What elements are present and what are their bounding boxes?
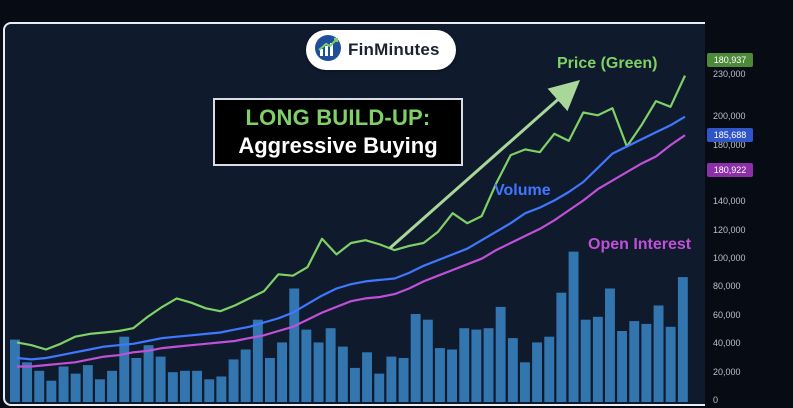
volume-bar [95,379,105,402]
callout-heading: LONG BUILD-UP: [245,105,431,130]
volume-bar [605,288,615,402]
price-badge: 180,937 [707,53,753,67]
volume-bar [568,251,579,402]
volume-bar [204,379,215,402]
volume-bar [325,328,336,402]
volume-bar [22,362,32,402]
volume-bar [155,356,166,402]
y-tick-label: 120,000 [713,225,746,235]
volume-bar [228,359,239,402]
volume-bar [447,349,457,402]
chart-svg: Price (Green) Volume Open Interest [10,55,692,402]
callout-subheading: Aggressive Buying [238,133,438,158]
volume-bar [131,358,142,402]
volume-bar [58,366,69,402]
volume-bar [556,292,567,402]
bars-layer [10,251,688,402]
y-tick-label: 60,000 [713,310,741,320]
y-tick-label: 20,000 [713,367,741,377]
y-tick-label: 200,000 [713,111,746,121]
y-tick-label: 100,000 [713,253,746,263]
oi-badge: 180,922 [707,163,753,177]
volume-bar [167,372,178,402]
lines-layer [16,75,686,368]
volume-bar [70,373,81,402]
y-tick-label: 0 [713,395,719,405]
callout-box: LONG BUILD-UP: Aggressive Buying [213,98,463,166]
volume-bar [180,370,190,402]
volume-bar [362,352,372,402]
volume-bar [471,329,482,402]
brand-logo: FinMinutes [306,30,456,70]
volume-bar [459,328,470,402]
trend-arrow [389,80,580,250]
volume-bar [629,321,640,402]
volume-bar [34,370,45,402]
open-interest-line [17,134,686,368]
volume-bar [313,342,324,402]
y-tick-label: 40,000 [713,338,741,348]
volume-bar [252,319,263,402]
volume-bar [653,305,664,402]
volume-bar [544,336,555,402]
volume-bar [677,277,688,402]
volume-series-label: Volume [494,182,551,199]
price-series-label: Price (Green) [557,55,657,72]
chart-panel: Price (Green) Volume Open Interest [3,22,760,406]
volume-bar [665,326,676,402]
volume-bar [495,306,506,402]
growth-chart-icon [314,34,342,67]
volume-bar [82,365,93,402]
oi-series-label: Open Interest [588,236,692,253]
volume-bar [10,339,20,402]
brand-name: FinMinutes [348,40,440,59]
volume-bar [435,348,445,402]
volume-bar [277,342,287,402]
volume-bar [398,358,409,402]
y-tick-label: 140,000 [713,196,746,206]
volume-bar [641,323,652,402]
volume-bar [119,336,130,402]
volume-bar [107,370,117,402]
volume-bar [386,356,397,402]
volume-bar [301,329,312,402]
volume-bar [520,362,530,402]
volume-bar [374,373,385,402]
volume-bar [617,331,627,402]
volume-bar [192,370,202,402]
volume-bar [350,367,360,402]
volume-bar [532,342,542,402]
volume-line [16,115,686,361]
y-tick-label: 230,000 [713,69,746,79]
volume-bar [580,319,591,402]
volume-bar [240,349,251,402]
volume-bar [289,288,300,402]
y-tick-label: 180,000 [713,140,746,150]
price-line [16,75,686,351]
volume-bar [337,346,348,402]
volume-bar [216,376,227,402]
volume-bar [592,316,603,402]
y-axis-panel [705,22,793,408]
volume-bar [410,314,421,402]
volume-bar [46,380,57,402]
y-tick-label: 80,000 [713,281,741,291]
volume-bar [265,358,275,402]
volume-badge: 185,688 [707,128,753,142]
volume-bar [483,328,494,402]
volume-bar [507,338,518,402]
volume-bar [422,319,433,402]
volume-bar [143,345,154,402]
